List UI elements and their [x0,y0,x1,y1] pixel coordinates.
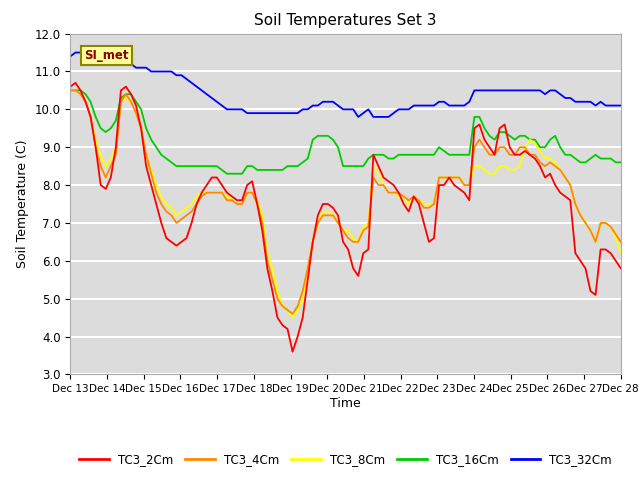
Title: Soil Temperatures Set 3: Soil Temperatures Set 3 [254,13,437,28]
X-axis label: Time: Time [330,397,361,410]
Y-axis label: Soil Temperature (C): Soil Temperature (C) [16,140,29,268]
Legend: TC3_2Cm, TC3_4Cm, TC3_8Cm, TC3_16Cm, TC3_32Cm: TC3_2Cm, TC3_4Cm, TC3_8Cm, TC3_16Cm, TC3… [74,448,617,471]
Text: SI_met: SI_met [84,49,129,62]
